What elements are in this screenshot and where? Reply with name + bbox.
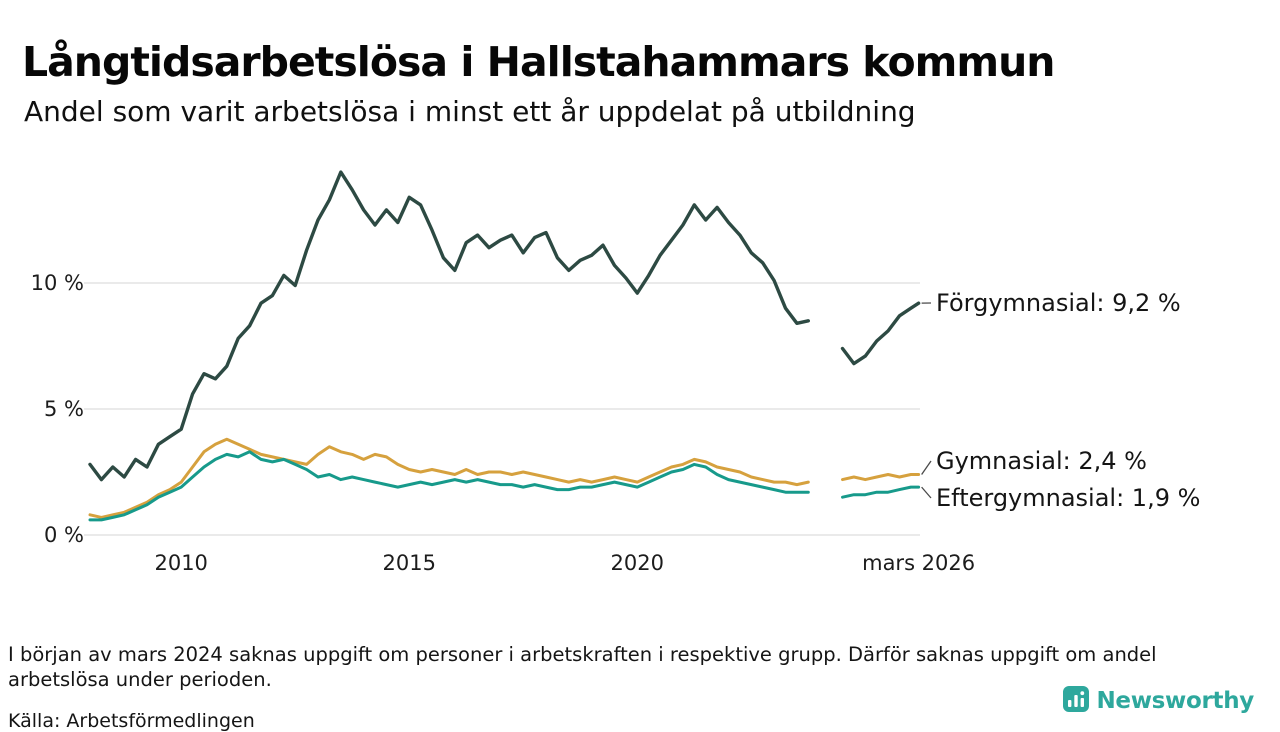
x-axis-tick-2010: 2010 xyxy=(154,551,207,575)
chart-subtitle: Andel som varit arbetslösa i minst ett å… xyxy=(24,95,1254,128)
x-axis-tick-mars-2026: mars 2026 xyxy=(862,551,975,575)
y-axis-tick-0: 0 % xyxy=(16,522,84,548)
y-axis-tick-5: 5 % xyxy=(16,396,84,422)
x-axis-tick-2020: 2020 xyxy=(611,551,664,575)
series-label-forgymnasial: Förgymnasial: 9,2 % xyxy=(936,287,1181,319)
x-axis-tick-2015: 2015 xyxy=(382,551,435,575)
source-text: Källa: Arbetsförmedlingen xyxy=(8,710,255,732)
series-label-eftergymnasial: Eftergymnasial: 1,9 % xyxy=(936,482,1200,514)
bar-chart-icon xyxy=(1063,686,1089,716)
chart-title: Långtidsarbetslösa i Hallstahammars komm… xyxy=(22,39,1252,86)
series-label-gymnasial: Gymnasial: 2,4 % xyxy=(936,445,1147,477)
newsworthy-wordmark: Newsworthy xyxy=(1096,688,1254,714)
footnote-text: I början av mars 2024 saknas uppgift om … xyxy=(8,642,1208,693)
newsworthy-logo[interactable]: Newsworthy xyxy=(1063,686,1254,716)
y-axis-tick-10: 10 % xyxy=(16,270,84,296)
